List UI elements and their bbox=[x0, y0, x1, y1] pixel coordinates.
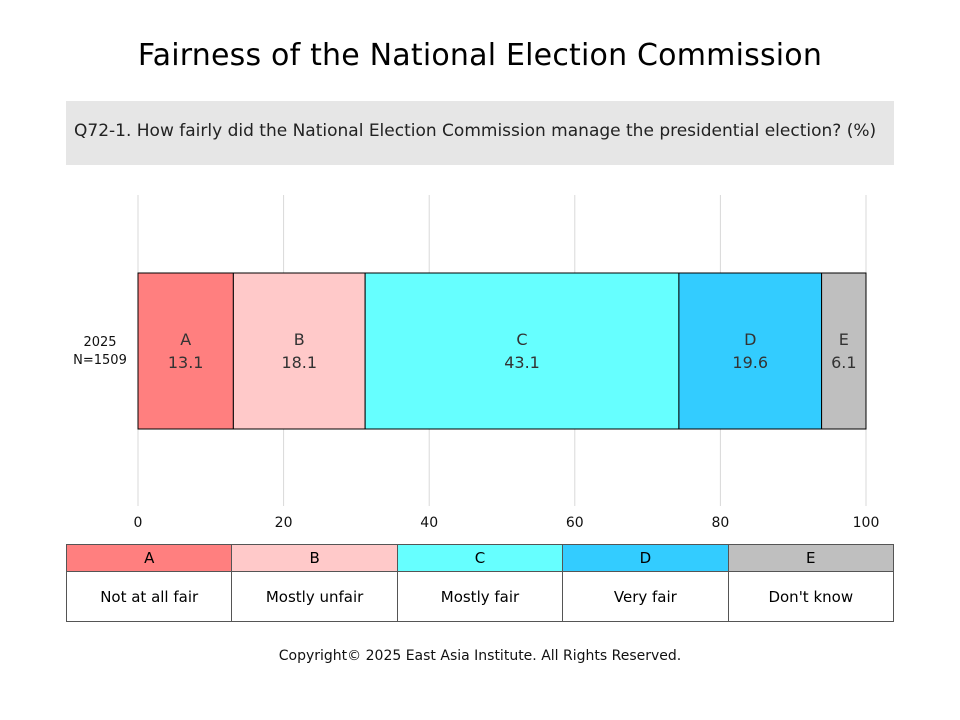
category-label-line-1: 2025 bbox=[83, 335, 116, 350]
segment-name-d: D bbox=[744, 330, 756, 349]
x-tick-label-80: 80 bbox=[711, 515, 729, 531]
stacked-bar-chart: 0 20 40 60 80 100 2025 N=1509 A 13.1 B 18.1 C 43.1 D 19… bbox=[73, 195, 880, 531]
x-tick-label-20: 20 bbox=[275, 515, 293, 531]
question-box: Q72-1. How fairly did the National Elect… bbox=[66, 101, 894, 165]
question-text: Q72-1. How fairly did the National Elect… bbox=[74, 121, 877, 141]
bar-segment-e bbox=[821, 272, 867, 430]
data-label-a: 13.1 bbox=[168, 353, 204, 372]
legend-code-b: B bbox=[231, 544, 398, 572]
segment-name-c: C bbox=[516, 330, 527, 349]
x-tick-label-100: 100 bbox=[853, 515, 880, 531]
segment-name-b: B bbox=[294, 330, 305, 349]
bar-segment-c bbox=[364, 272, 680, 430]
x-tick-label-40: 40 bbox=[420, 515, 438, 531]
x-tick-label-0: 0 bbox=[134, 515, 143, 531]
data-label-b: 18.1 bbox=[281, 353, 317, 372]
copyright-notice: Copyright© 2025 East Asia Institute. All… bbox=[278, 648, 682, 664]
legend-code-d: D bbox=[562, 544, 729, 572]
legend-label-a: Not at all fair bbox=[65, 571, 233, 622]
chart-title: Fairness of the National Election Commis… bbox=[137, 38, 823, 73]
data-label-c: 43.1 bbox=[504, 353, 540, 372]
legend-label-row: Not at all fair Mostly unfair Mostly fai… bbox=[65, 571, 895, 622]
legend-code-c: C bbox=[396, 544, 564, 572]
x-tick-label-60: 60 bbox=[566, 515, 584, 531]
legend-label-c: Mostly fair bbox=[396, 571, 564, 622]
bar-segment-a bbox=[137, 272, 234, 430]
legend-label-b: Mostly unfair bbox=[231, 571, 398, 622]
legend-table: A B C D E Not at all fair Mostly unfair … bbox=[65, 544, 895, 622]
category-label-line-2: N=1509 bbox=[73, 353, 127, 368]
bar-segment-d bbox=[678, 272, 823, 430]
legend-code-e: E bbox=[727, 544, 895, 572]
bar-segment-b bbox=[232, 272, 366, 430]
segment-name-a: A bbox=[180, 330, 191, 349]
legend-code-row: A B C D E bbox=[65, 544, 895, 572]
data-label-d: 19.6 bbox=[732, 353, 768, 372]
legend-label-e: Don't know bbox=[727, 571, 895, 622]
data-label-e: 6.1 bbox=[831, 353, 856, 372]
legend-code-a: A bbox=[65, 544, 233, 572]
legend-label-d: Very fair bbox=[562, 571, 729, 622]
segment-name-e: E bbox=[839, 330, 849, 349]
